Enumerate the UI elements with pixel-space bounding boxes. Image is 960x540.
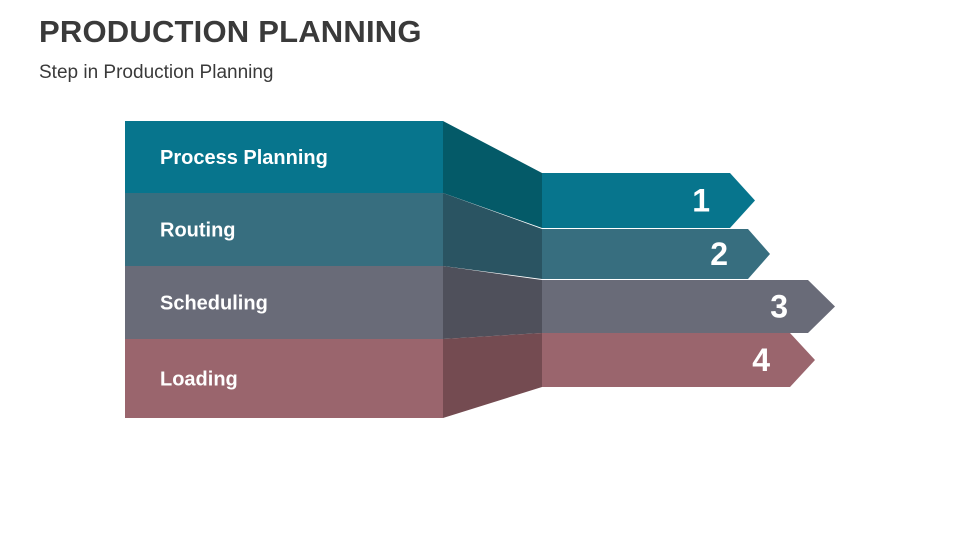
page-subtitle: Step in Production Planning bbox=[39, 62, 274, 83]
connector-panel bbox=[443, 333, 542, 418]
connector-panel bbox=[443, 266, 542, 339]
step-number: 4 bbox=[752, 342, 770, 378]
connector-panel bbox=[443, 193, 542, 279]
step-arrow bbox=[542, 280, 835, 333]
step-label: Loading bbox=[160, 369, 238, 391]
step-block bbox=[125, 266, 443, 339]
step-arrow bbox=[542, 229, 770, 279]
step-block bbox=[125, 121, 443, 193]
step-number: 3 bbox=[770, 289, 788, 325]
page-title: PRODUCTION PLANNING bbox=[39, 14, 422, 49]
step-label: Scheduling bbox=[160, 293, 268, 315]
step-number: 2 bbox=[710, 236, 728, 272]
step-block bbox=[125, 193, 443, 266]
step-arrow bbox=[542, 173, 755, 228]
step-label: Routing bbox=[160, 220, 236, 242]
connector-panel bbox=[443, 121, 542, 228]
step-label: Process Planning bbox=[160, 147, 328, 169]
step-block bbox=[125, 339, 443, 418]
step-arrow bbox=[542, 333, 815, 387]
step-number: 1 bbox=[692, 183, 710, 219]
